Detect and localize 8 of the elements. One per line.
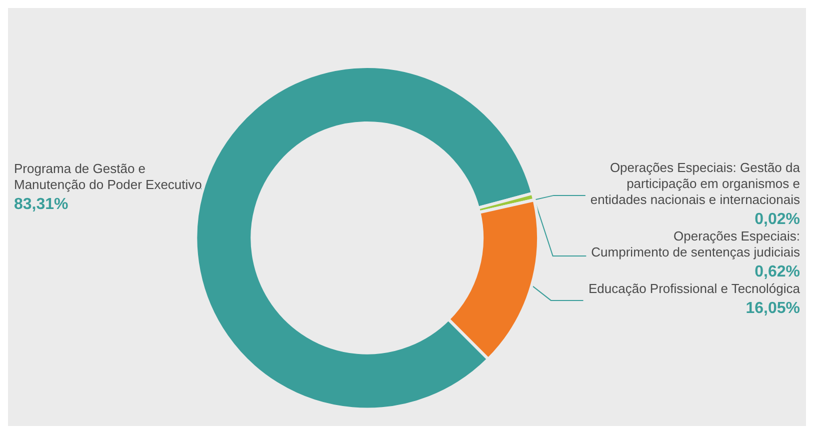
data-label: 0,62% — [754, 263, 800, 280]
data-label: 0,02% — [754, 210, 800, 228]
slice-label: Educação Profissional e Tecnológica — [588, 280, 801, 296]
data-label: 83,31% — [14, 196, 68, 214]
data-label: 16,05% — [746, 300, 800, 317]
slice-label: Operações Especiais: Gestão da participação em organismos e entidades nacionais e internacionais — [590, 160, 801, 207]
slice-label: Programa de Gestão e Manutenção do Poder Executivo — [14, 161, 202, 192]
slice-label: Operações Especiais: Cumprimento de sentenças judiciais — [591, 228, 800, 260]
